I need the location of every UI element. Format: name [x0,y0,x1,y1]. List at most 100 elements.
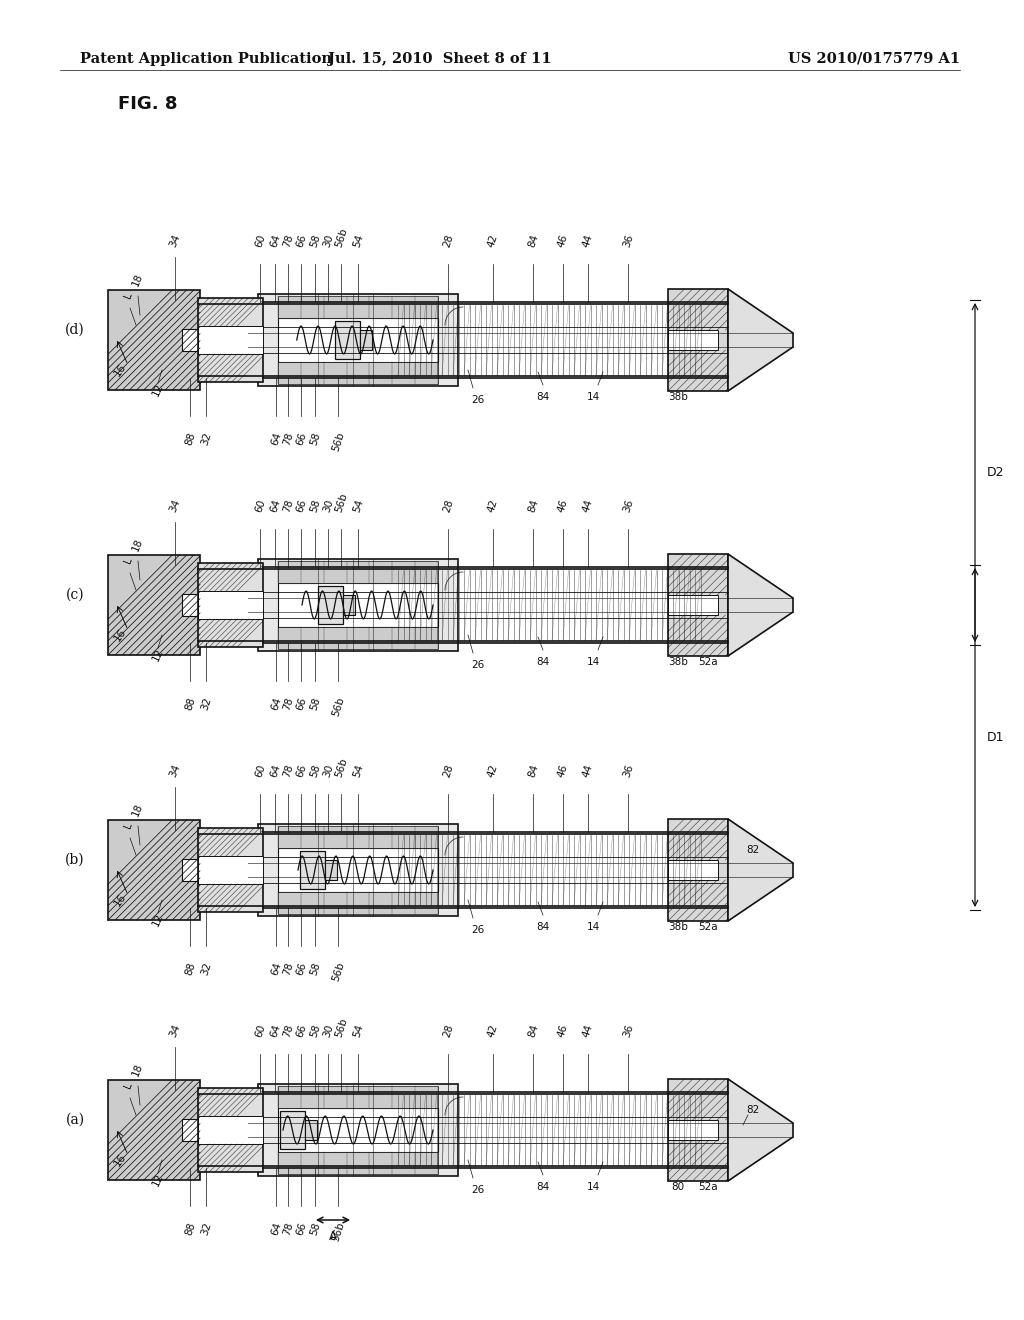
Text: 38b: 38b [668,921,688,932]
Text: 32: 32 [200,696,213,711]
Text: 66: 66 [294,432,308,446]
Text: 12: 12 [151,647,165,663]
Bar [198,591,263,619]
Text: 78: 78 [282,763,295,779]
Text: 34: 34 [168,763,182,779]
Text: 56b: 56b [330,696,346,718]
Text: 78: 78 [282,696,295,711]
Text: 88: 88 [183,432,197,446]
Text: 38b: 38b [668,392,688,403]
Bar [668,1078,728,1181]
Text: 80: 80 [672,1181,685,1192]
Text: 30: 30 [322,234,335,249]
Text: 52a: 52a [698,921,718,932]
Bar [278,1107,438,1152]
Text: 88: 88 [183,1221,197,1237]
Text: US 2010/0175779 A1: US 2010/0175779 A1 [787,51,961,66]
Text: 58: 58 [308,763,322,779]
Bar [278,627,438,649]
Text: 32: 32 [200,432,213,446]
Bar [198,564,263,647]
Text: 84: 84 [526,234,540,249]
Text: 36: 36 [622,234,635,249]
Text: 78: 78 [282,499,295,513]
Text: 46: 46 [556,234,569,249]
Bar [198,855,263,884]
Text: 56b: 56b [330,961,346,983]
Bar [108,820,200,920]
Text: 58: 58 [308,499,322,513]
Text: 58: 58 [308,1023,322,1039]
Text: 14: 14 [587,1181,600,1192]
Text: 60: 60 [253,234,267,249]
Text: 44: 44 [582,1023,595,1039]
Text: 60: 60 [253,499,267,513]
Text: 34: 34 [168,232,182,249]
Bar [668,330,718,350]
Text: Jul. 15, 2010  Sheet 8 of 11: Jul. 15, 2010 Sheet 8 of 11 [328,51,552,66]
Bar [198,1115,263,1144]
Text: 36: 36 [622,1023,635,1039]
Bar [182,859,200,880]
Text: 84: 84 [537,657,550,667]
Text: 56b: 56b [330,432,346,453]
Text: 42: 42 [486,763,500,779]
Bar [278,1152,438,1173]
Bar [278,583,438,627]
Text: 66: 66 [294,696,308,711]
Text: 56b: 56b [333,227,349,249]
Text: L: L [122,1081,134,1090]
Text: 60: 60 [253,1023,267,1039]
Text: 46: 46 [556,1023,569,1039]
Text: 66: 66 [294,499,308,513]
Text: 28: 28 [441,234,455,249]
Text: 16: 16 [112,1152,128,1168]
Text: 58: 58 [308,1221,322,1237]
Text: 64: 64 [268,1023,282,1039]
Text: 64: 64 [269,961,283,977]
Text: 18: 18 [131,1063,145,1078]
Bar [198,828,263,912]
Text: 36: 36 [622,763,635,779]
Bar [198,1088,263,1172]
Bar [198,326,263,354]
Text: 16: 16 [112,627,128,643]
Text: 34: 34 [168,1023,182,1039]
Bar [668,554,728,656]
Text: 84: 84 [537,1181,550,1192]
Text: 64: 64 [269,696,283,711]
Text: 58: 58 [308,696,322,711]
Bar [278,362,438,384]
Text: 84: 84 [537,921,550,932]
Text: 56b: 56b [330,1221,346,1243]
Text: 54: 54 [351,763,365,779]
Text: 44: 44 [582,499,595,513]
Text: 30: 30 [322,1023,335,1039]
Text: 54: 54 [351,234,365,249]
Text: 66: 66 [294,234,308,249]
Text: 12: 12 [151,1172,165,1188]
Text: 42: 42 [486,234,500,249]
Bar [278,561,438,583]
Text: 84: 84 [526,1023,540,1039]
Text: 28: 28 [441,763,455,779]
Text: 46: 46 [556,499,569,513]
Bar [278,892,438,913]
Text: L: L [122,290,134,300]
Text: 78: 78 [282,234,295,249]
Text: 42: 42 [486,1023,500,1039]
Text: 18: 18 [131,803,145,818]
Text: (d): (d) [66,323,85,337]
Text: 14: 14 [587,657,600,667]
Text: 30: 30 [322,499,335,513]
Text: 16: 16 [112,362,128,379]
Text: 14: 14 [587,921,600,932]
Text: 32: 32 [200,961,213,977]
Polygon shape [728,554,793,656]
Text: 28: 28 [441,499,455,513]
Text: 66: 66 [294,1221,308,1237]
Bar [668,818,728,921]
Text: 44: 44 [582,763,595,779]
Text: 52a: 52a [698,657,718,667]
Text: 64: 64 [268,763,282,779]
